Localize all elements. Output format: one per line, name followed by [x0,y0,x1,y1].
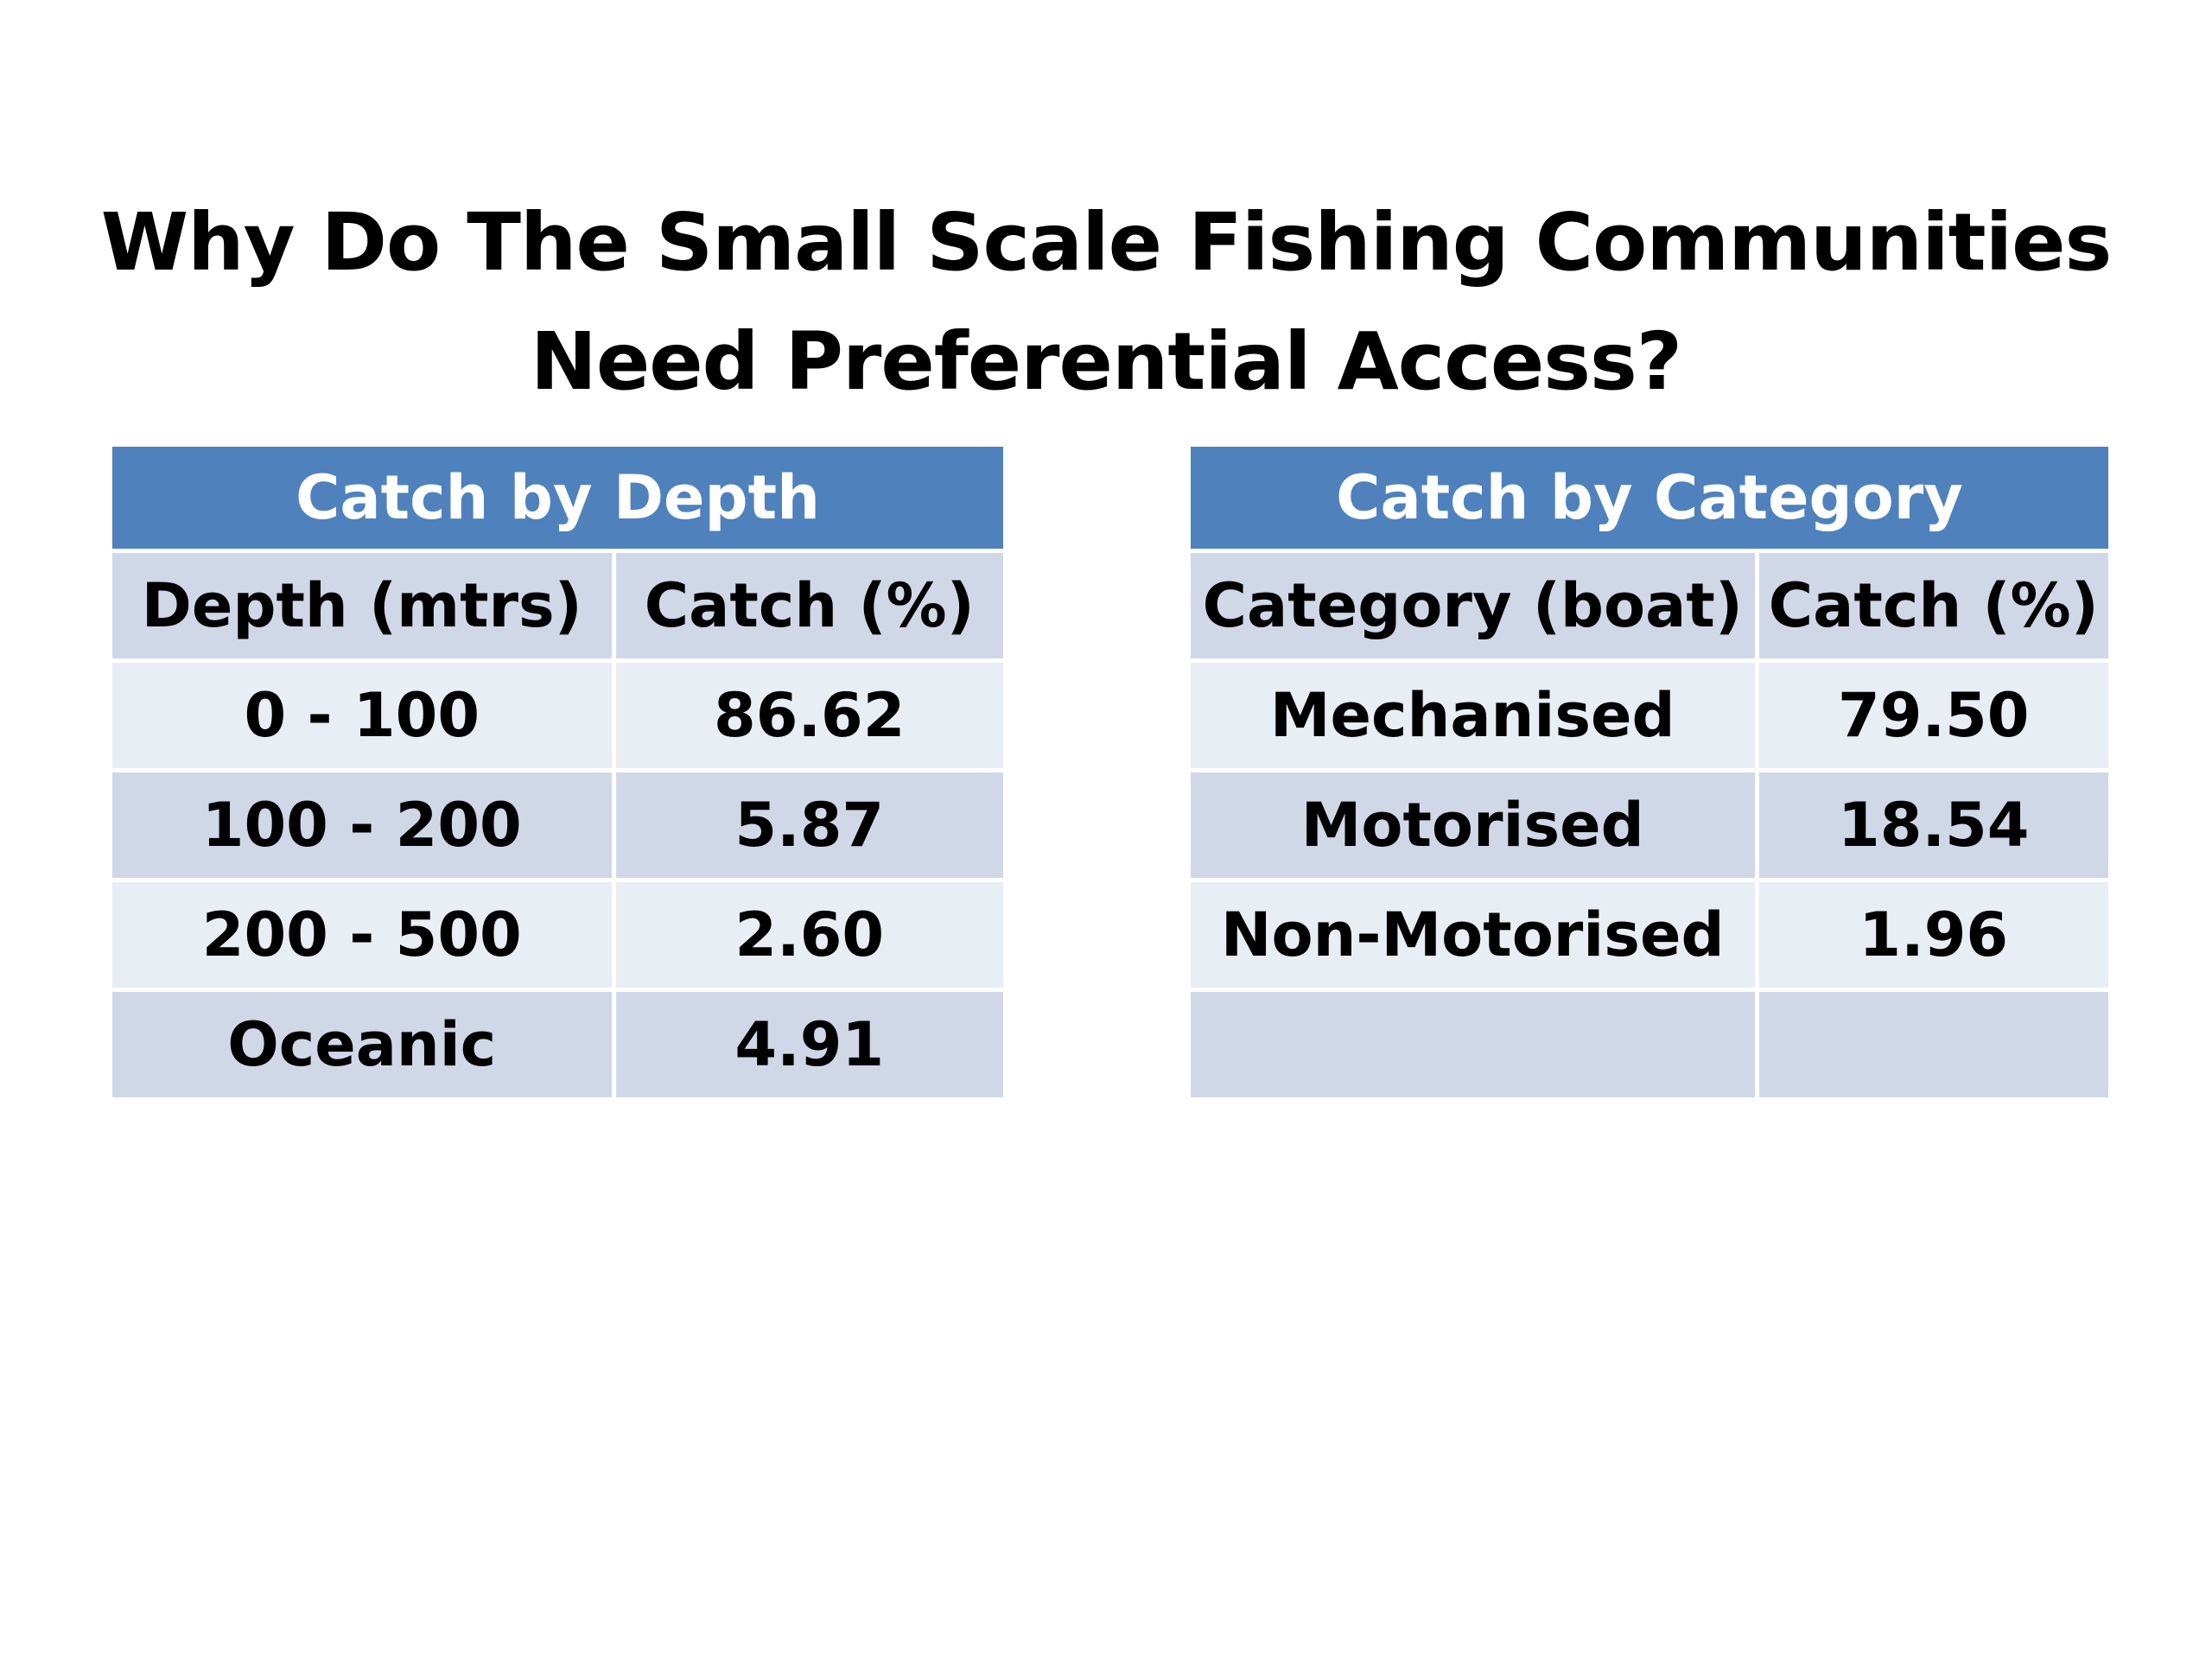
table-cell: 4.91 [613,989,1003,1097]
column-header: Category (boat) [1191,550,1759,663]
table-column-header-row: Depth (mtrs) Catch (%) [112,550,1003,663]
table-cell: 86.62 [613,660,1003,772]
table-cell: 2.60 [613,880,1003,992]
table-row: Motorised 18.54 [1191,770,2108,882]
table-row: 100 - 200 5.87 [112,770,1003,882]
table-row: 0 - 100 86.62 [112,660,1003,772]
table-cell: Mechanised [1191,660,1759,772]
table-cell: 79.50 [1757,660,2108,772]
table-cell [1191,989,1759,1097]
table-cell: Non-Motorised [1191,880,1759,992]
table-cell: 18.54 [1757,770,2108,882]
table-row: 200 - 500 2.60 [112,880,1003,992]
table-title: Catch by Category [1191,447,2108,553]
catch-by-category-table: Catch by Category Category (boat) Catch … [1191,447,2108,1097]
slide-title-line-2: Need Preferential Access? [530,315,1682,408]
table-row: Oceanic 4.91 [112,989,1003,1097]
table-cell: 1.96 [1757,880,2108,992]
table-cell: Motorised [1191,770,1759,882]
slide-title: Why Do The Small Scale Fishing Communiti… [0,183,2212,422]
table-cell [1757,989,2108,1097]
table-cell: 200 - 500 [112,880,616,992]
slide-title-line-1: Why Do The Small Scale Fishing Communiti… [100,195,2113,289]
table-row [1191,989,2108,1097]
column-header: Catch (%) [613,550,1003,663]
table-cell: 5.87 [613,770,1003,882]
column-header: Depth (mtrs) [112,550,616,663]
table-column-header-row: Category (boat) Catch (%) [1191,550,2108,663]
table-cell: Oceanic [112,989,616,1097]
table-cell: 100 - 200 [112,770,616,882]
column-header: Catch (%) [1757,550,2108,663]
table-cell: 0 - 100 [112,660,616,772]
table-row: Mechanised 79.50 [1191,660,2108,772]
table-title: Catch by Depth [112,447,1003,553]
table-row: Non-Motorised 1.96 [1191,880,2108,992]
catch-by-depth-table: Catch by Depth Depth (mtrs) Catch (%) 0 … [112,447,1003,1097]
